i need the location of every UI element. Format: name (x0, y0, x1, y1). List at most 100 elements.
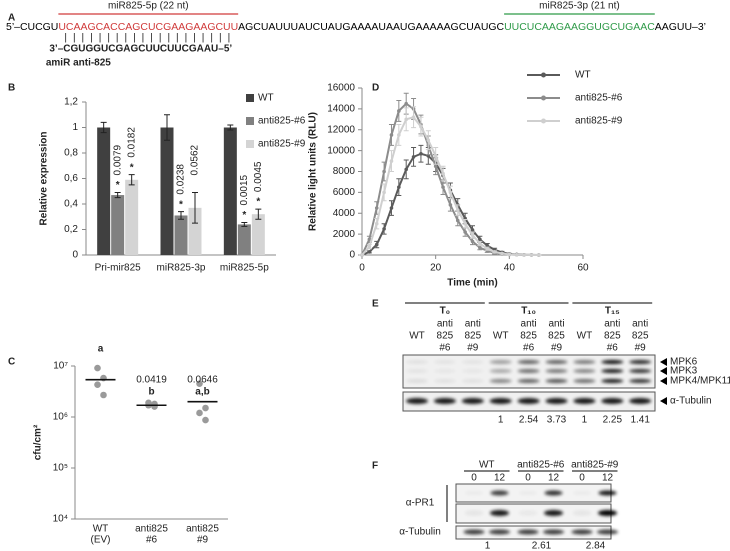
legend-marker (541, 118, 546, 124)
y-tick-label: 0 (349, 250, 355, 261)
significance: * (130, 162, 134, 173)
band (465, 491, 483, 496)
point (360, 253, 364, 257)
band (433, 360, 456, 364)
lane-label: #9 (635, 343, 647, 354)
panel-label: F (372, 461, 378, 472)
group-letter: a (98, 344, 104, 355)
p-value: 0.0562 (190, 145, 201, 176)
band (490, 510, 509, 516)
point (389, 206, 394, 210)
lane-label: anti (465, 319, 481, 330)
point (426, 138, 431, 142)
band-label: MPK6 (670, 357, 698, 368)
y-tick-label: 6000 (333, 187, 356, 198)
y-tick-label: 12000 (327, 124, 355, 135)
point (433, 164, 438, 169)
significance: * (242, 210, 246, 221)
band (461, 369, 484, 373)
quantification: 1.41 (630, 415, 650, 426)
lane-label: WT (493, 331, 509, 342)
quantification: 1 (498, 415, 504, 426)
group-label: anti825-#9 (571, 460, 619, 471)
time-label: 12 (602, 473, 614, 484)
band (573, 360, 596, 364)
quantification: 1 (582, 415, 588, 426)
bar (251, 214, 265, 255)
band (598, 510, 617, 516)
lane-label: 825 (464, 331, 481, 342)
legend-marker (541, 72, 546, 78)
bar (188, 207, 202, 255)
time-label: 12 (548, 473, 560, 484)
quantification: 2.84 (586, 541, 606, 551)
point (441, 185, 445, 189)
point (507, 252, 512, 257)
p-value: 0.0015 (239, 174, 250, 205)
point (202, 416, 209, 424)
band (489, 369, 512, 373)
point (485, 246, 490, 251)
lane-label: #6 (523, 343, 535, 354)
band (598, 490, 617, 496)
point (448, 190, 453, 195)
y-tick-label: 1,2 (64, 97, 78, 108)
point (514, 252, 519, 257)
error-bar (227, 124, 234, 131)
point (411, 155, 416, 159)
point (478, 237, 482, 242)
point (522, 253, 526, 257)
band (629, 379, 652, 383)
sequence-segment: AAGUU–3’ (655, 22, 706, 33)
band (518, 510, 538, 516)
point (100, 391, 107, 399)
band (461, 360, 484, 364)
y-tick-label: 0,8 (64, 148, 78, 159)
band (517, 529, 539, 535)
y-tick-label: 2000 (333, 229, 356, 240)
lane-label: #9 (551, 343, 563, 354)
p-value: 0.0079 (112, 145, 123, 176)
band (461, 379, 484, 383)
lane-label: 825 (632, 331, 649, 342)
group-label: WT (479, 460, 495, 471)
y-tick-label: 0,4 (64, 199, 78, 210)
legend-marker (541, 95, 546, 101)
band (544, 510, 563, 516)
band (489, 360, 512, 364)
point (374, 206, 379, 210)
band (629, 360, 652, 364)
point (478, 245, 482, 250)
quantification: 2.61 (532, 541, 552, 551)
error-bar (114, 192, 121, 199)
point (485, 243, 490, 248)
time-label: 0 (579, 473, 585, 484)
band (406, 379, 428, 383)
point (196, 380, 203, 387)
legend-label: WT (575, 70, 591, 81)
panel-label: C (8, 357, 15, 368)
point (202, 404, 209, 412)
band (601, 360, 624, 364)
lane-label: anti (548, 319, 564, 330)
point (411, 115, 416, 120)
arrow (660, 367, 667, 375)
point (404, 101, 409, 106)
y-tick-label: 10⁷ (53, 361, 68, 372)
point (374, 221, 379, 226)
point (397, 185, 401, 189)
panel-label: A (8, 13, 15, 24)
lane-label: 825 (437, 331, 454, 342)
mature-label: miR825-3p (21 nt) (539, 1, 620, 12)
y-tick-label: 16000 (327, 83, 355, 94)
y-tick-label: 0 (72, 250, 78, 261)
band (543, 529, 564, 535)
point (382, 227, 386, 231)
p-value: 0.0419 (136, 375, 167, 386)
band (629, 398, 652, 404)
amir-sequence: 3’–CGUGGUCGAGCUUCUUCGAAU–5’ (49, 44, 232, 55)
time-label: 12 (494, 473, 506, 484)
point (367, 250, 372, 254)
legend-label: WT (258, 93, 274, 104)
